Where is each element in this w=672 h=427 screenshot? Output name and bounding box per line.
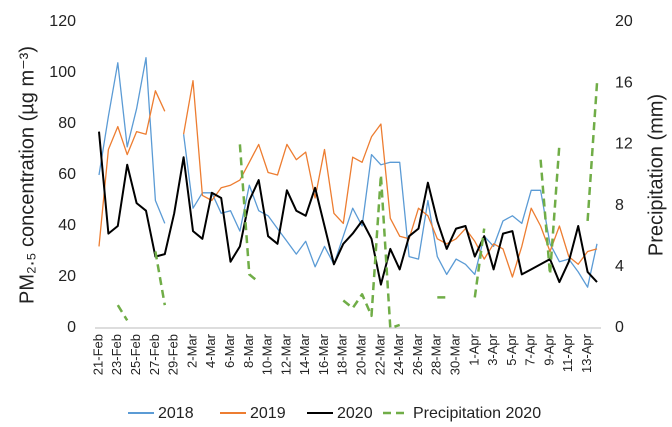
y2-tick-label: 0 — [615, 319, 624, 336]
series-line — [98, 131, 598, 286]
x-tick-label: 6-Mar — [222, 333, 237, 368]
x-tick-label: 9-Apr — [541, 333, 556, 365]
x-tick-label: 18-Mar — [335, 333, 350, 375]
x-tick-label: 8-Mar — [241, 333, 256, 368]
series-line — [116, 83, 599, 330]
x-tick-label: 10-Mar — [260, 333, 275, 375]
x-tick-label: 26-Mar — [410, 333, 425, 375]
y-tick-label: 20 — [58, 268, 76, 285]
legend-label: 2019 — [250, 405, 286, 422]
x-tick-label: 12-Mar — [278, 333, 293, 375]
x-tick-label: 11-Apr — [560, 333, 575, 372]
x-tick-label: 24-Mar — [391, 333, 406, 375]
y2-tick-label: 20 — [615, 13, 633, 30]
x-tick-label: 5-Apr — [504, 333, 519, 365]
x-tick-label: 27-Feb — [147, 334, 162, 375]
x-tick-label: 28-Mar — [429, 333, 444, 375]
y-tick-label: 60 — [58, 166, 76, 183]
y-tick-label: 100 — [49, 64, 76, 81]
x-tick-label: 13-Apr — [579, 333, 594, 373]
y-axis-title: PM₂.₅ concentration (µg m⁻³) — [16, 46, 38, 304]
y2-tick-label: 16 — [615, 74, 633, 91]
y-tick-label: 0 — [67, 319, 76, 336]
y-tick-label: 40 — [58, 217, 76, 234]
x-tick-label: 14-Mar — [297, 333, 312, 375]
legend-label: 2020 — [337, 405, 373, 422]
legend-label: 2018 — [158, 405, 194, 422]
y2-axis-title: Precipitation (mm) — [645, 94, 667, 256]
x-tick-label: 30-Mar — [447, 333, 462, 375]
y2-tick-label: 12 — [615, 136, 633, 153]
series-line — [98, 57, 598, 288]
x-tick-label: 3-Apr — [485, 333, 500, 365]
y-tick-label: 80 — [58, 115, 76, 132]
x-tick-label: 22-Mar — [372, 333, 387, 375]
x-tick-label: 2-Mar — [184, 333, 199, 368]
x-tick-label: 21-Feb — [90, 334, 105, 375]
x-tick-label: 16-Mar — [316, 333, 331, 375]
x-tick-label: 23-Feb — [109, 334, 124, 375]
y2-tick-label: 8 — [615, 197, 624, 214]
series-line — [98, 80, 598, 278]
x-tick-label: 1-Apr — [466, 333, 481, 365]
y2-tick-label: 4 — [615, 258, 624, 275]
x-tick-label: 25-Feb — [128, 334, 143, 375]
x-tick-label: 7-Apr — [523, 333, 538, 365]
x-tick-label: 29-Feb — [166, 334, 181, 375]
x-tick-label: 20-Mar — [354, 333, 369, 375]
y-tick-label: 120 — [49, 13, 76, 30]
x-tick-label: 4-Mar — [203, 333, 218, 368]
legend-label: Precipitation 2020 — [413, 405, 541, 422]
